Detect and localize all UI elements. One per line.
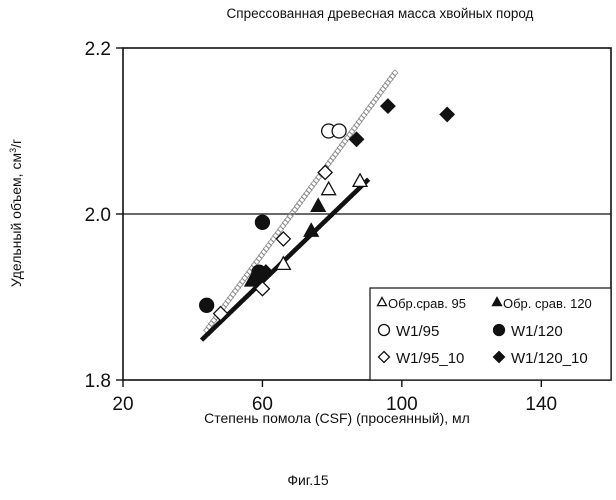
x-tick-label: 100 [386, 394, 418, 415]
legend-entry: W1/120 [492, 323, 563, 340]
legend-label: Обр.срав. 95 [388, 296, 466, 311]
series-filled-circle [199, 214, 271, 313]
series-open-circle [321, 123, 347, 139]
data-point [379, 98, 396, 115]
legend-marker [491, 296, 503, 307]
legend-entry: Обр. срав. 120 [491, 296, 592, 311]
legend-marker [377, 350, 391, 364]
legend-marker [376, 296, 388, 307]
y-axis-label: Удельный объем, см3/г [8, 139, 24, 287]
data-point [254, 280, 271, 297]
data-point [199, 297, 215, 313]
series-open-diamond [212, 164, 334, 322]
data-point [331, 123, 347, 139]
data-point [310, 197, 327, 212]
series-open-triangle [275, 172, 369, 271]
x-tick-label: 20 [112, 394, 133, 415]
data-point [254, 214, 271, 230]
x-tick-label: 140 [525, 394, 557, 415]
y-tick-label: 2.0 [85, 205, 111, 226]
trend-lines [199, 69, 399, 342]
data-point [257, 264, 274, 281]
legend-entry: Обр.срав. 95 [376, 296, 466, 311]
data-point [439, 106, 456, 123]
data-point [275, 230, 292, 247]
trend-line [203, 69, 399, 334]
data-point [351, 172, 369, 188]
data-markers [199, 98, 456, 322]
legend-entry: W1/95 [377, 323, 439, 340]
chart-title: Спрессованная древесная масса хвойных по… [227, 6, 534, 21]
data-point [247, 272, 264, 289]
legend: Обр.срав. 95 Обр. срав. 120 W1/95 W1/120 W1/… [369, 287, 612, 381]
data-point [348, 131, 365, 148]
legend-label: W1/95 [396, 323, 439, 340]
data-point [212, 305, 229, 322]
legend-box [369, 287, 612, 381]
legend-label: W1/95_10 [396, 350, 464, 367]
x-tick-label: 60 [252, 394, 273, 415]
data-point [320, 180, 337, 196]
legend-marker [492, 323, 506, 337]
legend-label: W1/120 [511, 323, 563, 340]
figure-label: Фиг.15 [287, 472, 329, 488]
data-point [275, 255, 292, 271]
trend-mark [391, 69, 399, 77]
data-point [303, 222, 320, 237]
trend-mark [363, 177, 371, 185]
data-point [317, 164, 334, 181]
series-filled-diamond [247, 98, 456, 289]
y-tick-label: 2.2 [85, 39, 111, 60]
legend-marker [377, 323, 391, 337]
legend-marker [492, 350, 506, 364]
x-axis-label: Степень помола (CSF) (просеянный), мл [204, 410, 470, 426]
x-axis: 20 60 100 140 [112, 380, 557, 415]
legend-entry: W1/95_10 [377, 350, 464, 367]
y-tick-label: 1.8 [85, 371, 111, 392]
y-axis: 1.8 2.0 2.2 [85, 39, 123, 392]
legend-label: W1/120_10 [511, 350, 588, 367]
legend-entry: W1/120_10 [492, 350, 588, 367]
legend-label: Обр. срав. 120 [503, 296, 592, 311]
